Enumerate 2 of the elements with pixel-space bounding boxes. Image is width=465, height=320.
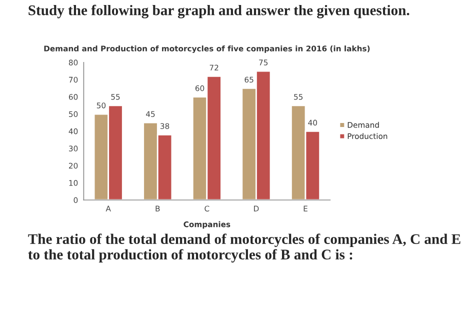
text: The ratio of the total demand of motorcycles of companies A, C and E to the total production of motorcycles of B and C is : [28,234,460,262]
text: Study the following bar graph and answer the given question. [28,4,410,18]
